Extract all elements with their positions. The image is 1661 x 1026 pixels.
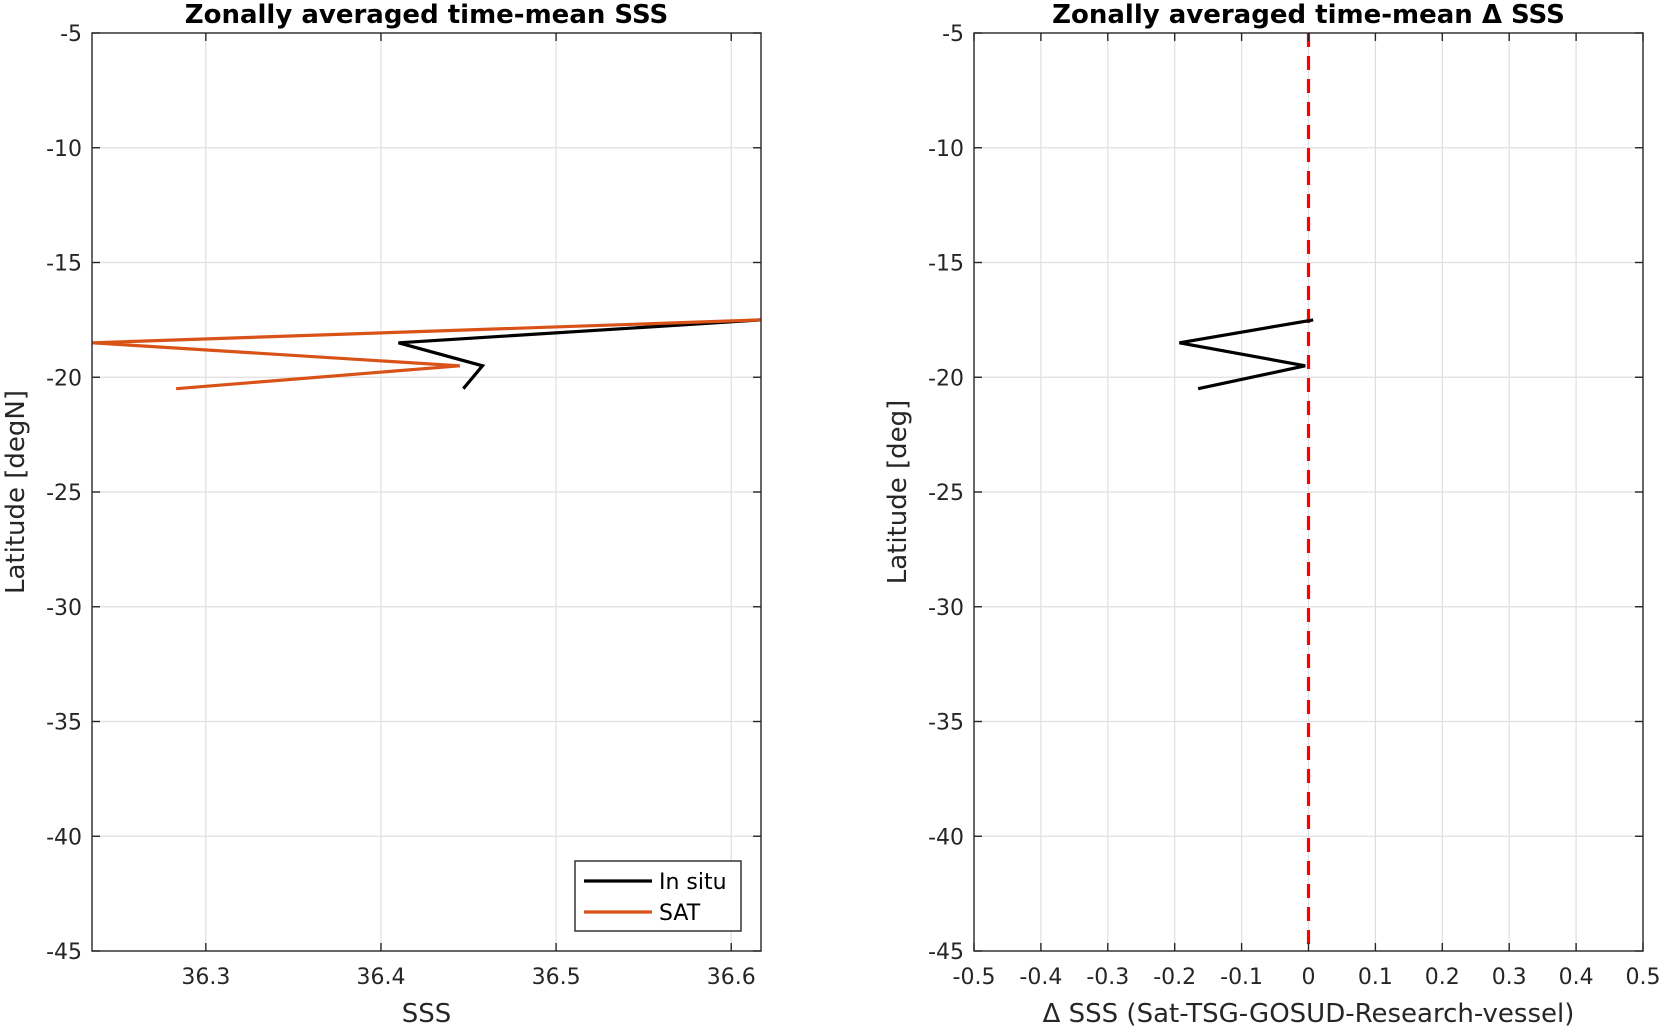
legend: In situ SAT: [574, 860, 742, 932]
y-axis-label: Latitude [degN]: [1, 390, 31, 594]
y-tick-label: -35: [46, 711, 82, 736]
y-tick-label: -30: [928, 596, 964, 621]
y-tick-label: -5: [942, 22, 964, 47]
x-tick-label: -0.5: [953, 965, 996, 990]
y-tick-label: -45: [928, 940, 964, 965]
legend-box: [574, 860, 742, 932]
legend-label: SAT: [659, 901, 701, 926]
delta-sss-panel: -0.5 -0.4 -0.3 -0.2 -0.1 0 0.1 0.2 0.3 0.4 0.5 -45 -…: [883, 0, 1661, 1026]
y-tick-label: -45: [46, 940, 82, 965]
y-tick-label: -25: [928, 481, 964, 506]
y-tick-label: -35: [928, 711, 964, 736]
y-axis-label: Latitude [deg]: [883, 400, 913, 585]
chart-title: Zonally averaged time-mean Δ SSS: [1052, 0, 1565, 30]
y-tick-label: -10: [928, 137, 964, 162]
y-tick-label: -10: [46, 137, 82, 162]
series-line-delta-sss: [1179, 318, 1314, 391]
x-tick-label: -0.4: [1019, 965, 1062, 990]
series-line-sat: [91, 318, 762, 391]
y-tick-label: -40: [928, 825, 964, 850]
x-axis-label: SSS: [402, 999, 452, 1026]
x-tick-label: -0.3: [1086, 965, 1129, 990]
x-tick-label: 0: [1302, 965, 1316, 990]
x-tick-label: -0.1: [1220, 965, 1263, 990]
y-tick-label: -25: [46, 481, 82, 506]
x-tick-label: 36.6: [707, 965, 756, 990]
x-axis-label: Δ SSS (Sat-TSG-GOSUD-Research-vessel): [1043, 999, 1575, 1026]
chart-title: Zonally averaged time-mean SSS: [185, 0, 669, 30]
y-tick-label: -40: [46, 825, 82, 850]
x-tick-label: -0.2: [1153, 965, 1196, 990]
y-tick-label: -15: [928, 252, 964, 277]
legend-label: In situ: [659, 870, 727, 895]
y-tick-label: -20: [928, 366, 964, 391]
y-tick-label: -15: [46, 252, 82, 277]
y-tick-label: -30: [46, 596, 82, 621]
x-tick-label: 0.3: [1492, 965, 1527, 990]
plot-area: [1179, 33, 1314, 951]
x-tick-label: 0.5: [1626, 965, 1661, 990]
sss-panel: 36.3 36.4 36.5 36.6 -45 -40 -35 -30 -25 -20 -15 -10…: [1, 0, 762, 1026]
x-tick-label: 0.1: [1358, 965, 1393, 990]
x-tick-label: 36.3: [181, 965, 230, 990]
plot-area: [91, 318, 762, 391]
y-tick-label: -5: [60, 22, 82, 47]
x-tick-label: 0.4: [1559, 965, 1594, 990]
y-tick-label: -20: [46, 366, 82, 391]
x-tick-label: 0.2: [1425, 965, 1460, 990]
x-tick-label: 36.4: [356, 965, 405, 990]
series-line-in-situ: [398, 318, 762, 390]
x-tick-label: 36.5: [532, 965, 581, 990]
